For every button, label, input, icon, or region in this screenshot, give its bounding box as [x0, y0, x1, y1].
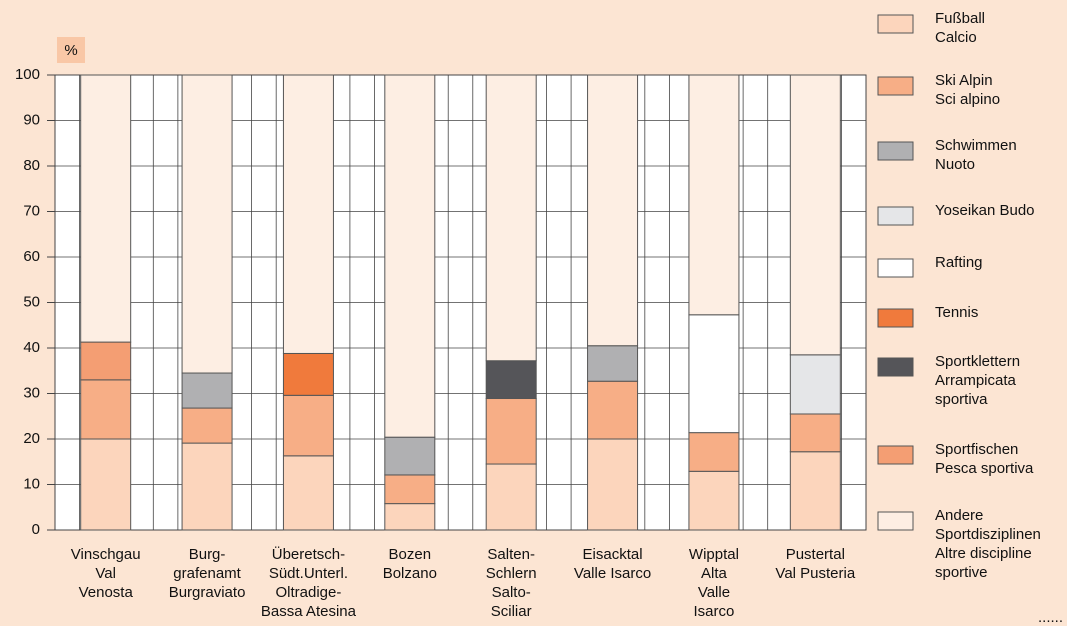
- bar-segment: [789, 413, 841, 453]
- bar-segment: [181, 442, 233, 531]
- y-tick-label: 90: [23, 111, 40, 128]
- y-tick-label: 0: [32, 521, 40, 538]
- bar-segment: [485, 398, 537, 465]
- legend-swatch: [877, 141, 914, 161]
- bar-segment: [80, 74, 132, 343]
- x-tick-label: Überetsch- Südt.Unterl. Oltradige- Bassa…: [260, 546, 356, 620]
- x-tick-label: Vinschgau Val Venosta: [70, 546, 141, 601]
- x-tick-label: Pustertal Val Pusteria: [775, 546, 856, 582]
- bar-segment: [384, 503, 436, 531]
- bar-segment: [80, 379, 132, 440]
- bar-segment: [384, 436, 436, 476]
- legend-label: Fußball Calcio: [935, 10, 986, 46]
- y-tick-label: 60: [23, 248, 40, 265]
- x-tick-label: Burg- grafenamt Burgraviato: [168, 546, 246, 601]
- bar-segment: [282, 455, 334, 531]
- bar-segment: [384, 474, 436, 505]
- bar-segment: [80, 341, 132, 381]
- bar-segment: [688, 74, 740, 316]
- legend-swatch: [877, 14, 914, 34]
- legend-label: Tennis: [935, 304, 979, 321]
- y-tick-label: 10: [23, 475, 40, 492]
- x-tick-label: Salten- Schlern Salto- Sciliar: [485, 546, 537, 620]
- x-tick-label: Eisacktal Valle Isarco: [573, 546, 652, 582]
- legend-swatch: [877, 511, 914, 531]
- bar-segment: [789, 354, 841, 415]
- bar-segment: [485, 463, 537, 531]
- bar-segment: [587, 345, 639, 382]
- bar-segment: [789, 74, 841, 356]
- legend-swatch: [877, 206, 914, 226]
- bar-segment: [282, 394, 334, 457]
- y-tick-label: 80: [23, 157, 40, 174]
- bar-segment: [282, 74, 334, 354]
- bar-segment: [587, 74, 639, 347]
- bar-segment: [688, 470, 740, 531]
- legend-label: Andere Sportdisziplinen Altre discipline…: [935, 507, 1041, 581]
- bar-segment: [80, 438, 132, 531]
- y-tick-label: 30: [23, 384, 40, 401]
- legend-label: Sportklettern Arrampicata sportiva: [935, 353, 1021, 408]
- bar-segment: [485, 360, 537, 400]
- bar-segment: [688, 314, 740, 434]
- legend-label: Sportfischen Pesca sportiva: [935, 441, 1034, 477]
- note: ......: [1037, 609, 1063, 626]
- y-tick-label: 50: [23, 293, 40, 310]
- y-tick-label: 70: [23, 202, 40, 219]
- x-tick-label: Wipptal Alta Valle Isarco: [688, 546, 739, 620]
- legend-label: Rafting: [935, 254, 983, 271]
- x-tick-label: Bozen Bolzano: [382, 546, 437, 582]
- bar-segment: [181, 407, 233, 444]
- y-tick-label: 20: [23, 430, 40, 447]
- bar-segment: [688, 432, 740, 472]
- y-tick-label: 100: [15, 66, 40, 83]
- legend-label: Schwimmen Nuoto: [935, 137, 1017, 173]
- legend-label: Yoseikan Budo: [935, 202, 1035, 219]
- legend-swatch: [877, 445, 914, 465]
- y-axis-label: %: [64, 42, 77, 59]
- bar-segment: [587, 380, 639, 440]
- bar-segment: [384, 74, 436, 438]
- legend-swatch: [877, 76, 914, 96]
- legend-swatch: [877, 308, 914, 328]
- bar-segment: [181, 74, 233, 374]
- legend-swatch: [877, 258, 914, 278]
- bar-segment: [282, 352, 334, 396]
- bar-segment: [587, 438, 639, 531]
- legend-swatch: [877, 357, 914, 377]
- bar-segment: [181, 372, 233, 409]
- y-tick-label: 40: [23, 339, 40, 356]
- unit-box: [57, 37, 85, 63]
- legend-label: Ski Alpin Sci alpino: [935, 72, 1001, 108]
- bar-segment: [789, 451, 841, 531]
- bar-segment: [485, 74, 537, 362]
